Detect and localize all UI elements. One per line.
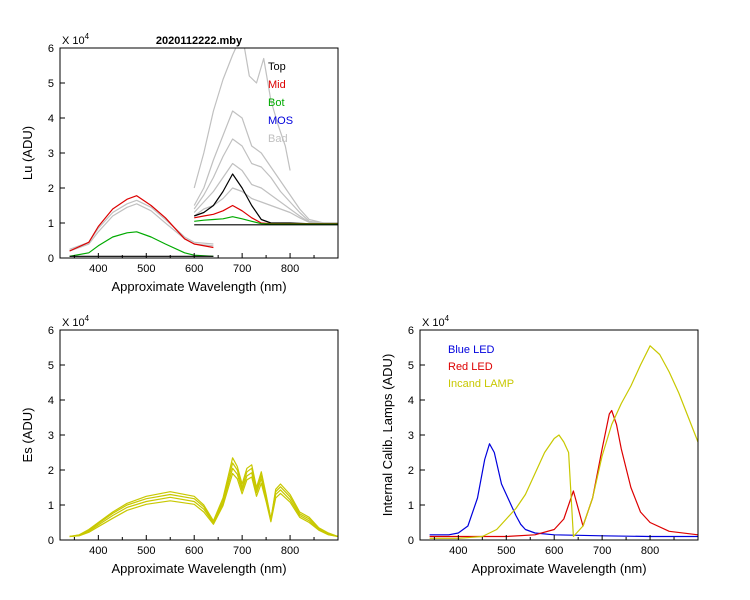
lamps-series-red-led-line (429, 409, 698, 538)
lamps-y-axis-label: Internal Calib. Lamps (ADU) (380, 354, 395, 517)
lu-series-bad-line (193, 110, 338, 224)
lamps-legend-item-incand-lamp: Incand LAMP (448, 378, 514, 390)
lu-series-top-line (193, 173, 338, 225)
lu-y-tick-label: 3 (48, 148, 54, 160)
lu-series-bot-line (69, 231, 214, 257)
lu-legend-item-top: Top (268, 61, 286, 73)
lamps-legend-item-blue-led: Blue LED (448, 344, 495, 356)
es-series-group (69, 457, 338, 538)
es-chart: 400 500 600 700 800 0 1 2 3 4 5 6 X 104 Approximate W… (20, 314, 339, 576)
lamps-x-tick-label: 800 (641, 545, 659, 557)
lu-legend-item-mos: MOS (268, 115, 293, 127)
lu-series-bad-line (69, 203, 214, 252)
lamps-x-tick-label: 500 (497, 545, 515, 557)
lu-series-bad-line (193, 187, 338, 224)
es-x-tick-label: 600 (185, 545, 203, 557)
lamps-y-tick-label: 4 (408, 395, 414, 407)
lu-series-bot-line (194, 216, 338, 225)
es-y-tick-label: 5 (48, 360, 54, 372)
lamps-y-tick-label: 1 (408, 500, 414, 512)
es-y-tick-label: 3 (48, 430, 54, 442)
es-x-tick-label: 800 (281, 545, 299, 557)
lamps-series-blue-led-line (429, 443, 698, 538)
lu-series-group (69, 48, 338, 257)
lamps-x-tick-label: 400 (449, 545, 467, 557)
lu-x-tick-label: 600 (185, 263, 203, 275)
lu-chart-title: 2020112222.mby (156, 35, 243, 47)
lu-chart: 400 500 600 700 800 0 1 2 3 4 5 6 X 104 2020112222.mb… (20, 32, 339, 294)
es-y-tick-label: 2 (48, 465, 54, 477)
es-x-tick-label: 400 (89, 545, 107, 557)
es-y-tick-label: 1 (48, 500, 54, 512)
lamps-y-tick-label: 2 (408, 465, 414, 477)
lu-exponent-label: X 104 (62, 32, 90, 47)
lu-y-tick-label: 6 (48, 43, 54, 55)
lamps-chart: 400 500 600 700 800 0 1 2 3 4 5 6 X 104 Approximate W… (380, 314, 699, 576)
es-x-tick-label: 500 (137, 545, 155, 557)
es-series-es-line (69, 467, 338, 538)
lu-x-tick-label: 800 (281, 263, 299, 275)
lu-y-axis-label: Lu (ADU) (20, 126, 35, 180)
lu-y-tick-label: 5 (48, 78, 54, 90)
lu-x-axis-label: Approximate Wavelength (nm) (111, 279, 286, 294)
es-series-es-line (69, 457, 338, 538)
lamps-series-group (429, 345, 698, 539)
lamps-x-tick-label: 700 (593, 545, 611, 557)
lamps-legend-item-red-led: Red LED (448, 361, 493, 373)
lu-x-tick-label: 400 (89, 263, 107, 275)
lu-x-tick-label: 700 (233, 263, 251, 275)
es-x-axis-label: Approximate Wavelength (nm) (111, 561, 286, 576)
es-series-es-line (69, 472, 338, 538)
es-y-tick-label: 6 (48, 325, 54, 337)
lu-y-tick-label: 1 (48, 218, 54, 230)
lamps-y-tick-label: 0 (408, 535, 414, 547)
lu-y-tick-label: 0 (48, 253, 54, 265)
lu-legend-item-mid: Mid (268, 79, 286, 91)
lu-series-bad-line (193, 138, 338, 224)
lamps-y-tick-label: 5 (408, 360, 414, 372)
lu-x-tick-label: 500 (137, 263, 155, 275)
lamps-exponent-label: X 104 (422, 314, 450, 329)
lu-y-tick-label: 4 (48, 113, 54, 125)
lamps-y-tick-label: 6 (408, 325, 414, 337)
lamps-series-incand-lamp-line (429, 345, 698, 539)
es-y-tick-label: 0 (48, 535, 54, 547)
lu-y-tick-label: 2 (48, 183, 54, 195)
lamps-x-tick-label: 600 (545, 545, 563, 557)
lamps-y-tick-label: 3 (408, 430, 414, 442)
lu-series-mid-line (69, 195, 214, 252)
es-series-es-line (69, 462, 338, 538)
lu-series-bad-line (69, 199, 214, 250)
lu-legend-item-bad: Bad (268, 133, 288, 145)
es-exponent-label: X 104 (62, 314, 90, 329)
lu-legend-item-bot: Bot (268, 97, 285, 109)
lamps-x-axis-label: Approximate Wavelength (nm) (471, 561, 646, 576)
es-y-tick-label: 4 (48, 395, 54, 407)
es-x-tick-label: 700 (233, 545, 251, 557)
lu-plot-frame (59, 47, 339, 259)
lu-series-bad-line (193, 48, 291, 189)
es-y-axis-label: Es (ADU) (20, 408, 35, 463)
